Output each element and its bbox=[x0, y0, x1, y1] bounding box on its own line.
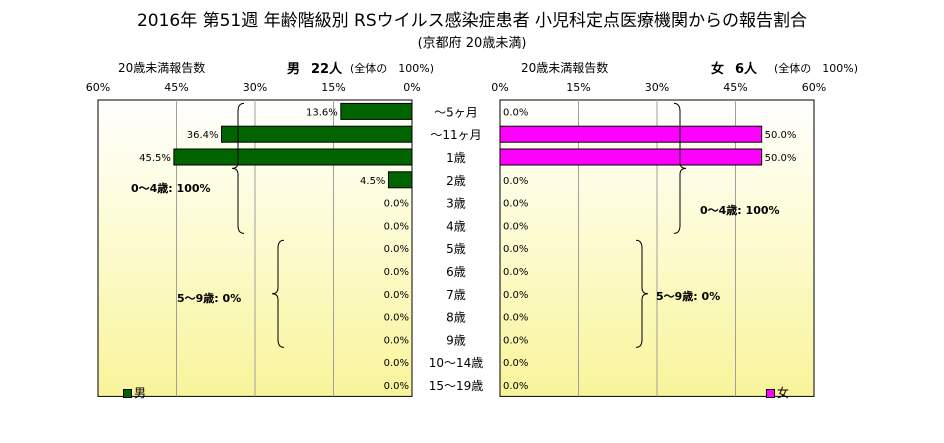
age-category-label: 5歳 bbox=[446, 242, 466, 256]
legend-female-label: 女 bbox=[777, 386, 790, 400]
legend-female: 女 bbox=[766, 384, 789, 401]
female-bar bbox=[499, 125, 763, 143]
male-data-label: 36.4% bbox=[187, 130, 219, 141]
male-data-label: 0.0% bbox=[384, 358, 409, 369]
female-data-label: 0.0% bbox=[503, 199, 528, 210]
right-header-caption: 20歳未満報告数 bbox=[521, 61, 609, 75]
right-brace-5-9 bbox=[635, 239, 649, 348]
female-data-label: 0.0% bbox=[503, 176, 528, 187]
age-category-label: ～11ヶ月 bbox=[430, 128, 481, 142]
right-header-count: 6人 bbox=[735, 62, 758, 77]
left-brace-5-9 bbox=[271, 239, 285, 348]
age-category-label: 9歳 bbox=[446, 333, 466, 347]
right-annotation-5-9: 5～9歳: 0% bbox=[656, 289, 720, 303]
male-data-label: 0.0% bbox=[384, 267, 409, 278]
legend-male-label: 男 bbox=[134, 386, 147, 400]
female-data-label: 50.0% bbox=[765, 130, 797, 141]
female-bar bbox=[499, 148, 763, 166]
right-annotation-0-4: 0～4歳: 100% bbox=[700, 203, 780, 217]
male-data-label: 4.5% bbox=[360, 176, 385, 187]
female-data-label: 0.0% bbox=[503, 358, 528, 369]
right-tick-label: 0% bbox=[491, 81, 508, 94]
left-annotation-0-4: 0～4歳: 100% bbox=[131, 181, 211, 195]
male-data-label: 0.0% bbox=[384, 313, 409, 324]
age-category-label: 6歳 bbox=[446, 265, 466, 279]
female-data-label: 0.0% bbox=[503, 107, 528, 118]
chart-title: 2016年 第51週 年齢階級別 RSウイルス感染症患者 小児科定点医療機関から… bbox=[136, 11, 808, 31]
female-data-label: 0.0% bbox=[503, 381, 528, 392]
left-tick-label: 45% bbox=[164, 81, 188, 94]
female-data-label: 0.0% bbox=[503, 221, 528, 232]
right-tick-label: 30% bbox=[645, 81, 669, 94]
left-annotation-5-9: 5～9歳: 0% bbox=[177, 291, 241, 305]
left-header-note: (全体の 100%) bbox=[350, 62, 435, 75]
male-bar bbox=[387, 171, 413, 189]
male-data-label: 0.0% bbox=[384, 290, 409, 301]
male-data-label: 0.0% bbox=[384, 381, 409, 392]
age-category-label: 3歳 bbox=[446, 197, 466, 211]
left-tick-label: 0% bbox=[403, 81, 420, 94]
age-category-label: ～5ヶ月 bbox=[434, 105, 478, 119]
left-header-caption: 20歳未満報告数 bbox=[118, 61, 206, 75]
male-data-label: 45.5% bbox=[139, 153, 171, 164]
legend-male-swatch bbox=[123, 389, 132, 398]
male-data-label: 13.6% bbox=[306, 107, 338, 118]
age-category-label: 7歳 bbox=[446, 288, 466, 302]
right-brace-0-4 bbox=[673, 102, 687, 234]
left-tick-label: 60% bbox=[86, 81, 110, 94]
right-tick-label: 15% bbox=[566, 81, 590, 94]
male-bar bbox=[340, 102, 413, 120]
male-bar bbox=[173, 148, 413, 166]
left-tick-label: 30% bbox=[243, 81, 267, 94]
age-category-label: 15～19歳 bbox=[429, 379, 484, 393]
male-bar bbox=[221, 125, 413, 143]
left-brace-0-4 bbox=[231, 102, 245, 234]
age-category-label: 2歳 bbox=[446, 174, 466, 188]
age-category-label: 10～14歳 bbox=[429, 356, 484, 370]
male-data-label: 0.0% bbox=[384, 199, 409, 210]
female-data-label: 0.0% bbox=[503, 244, 528, 255]
legend-female-swatch bbox=[766, 389, 775, 398]
female-data-label: 0.0% bbox=[503, 290, 528, 301]
chart-subtitle: (京都府 20歳未満) bbox=[417, 36, 527, 51]
right-tick-label: 45% bbox=[723, 81, 747, 94]
male-data-label: 0.0% bbox=[384, 221, 409, 232]
female-data-label: 0.0% bbox=[503, 335, 528, 346]
female-data-label: 0.0% bbox=[503, 313, 528, 324]
left-tick-label: 15% bbox=[321, 81, 345, 94]
right-tick-label: 60% bbox=[802, 81, 826, 94]
male-data-label: 0.0% bbox=[384, 244, 409, 255]
male-data-label: 0.0% bbox=[384, 335, 409, 346]
left-header-sex: 男 bbox=[287, 62, 301, 77]
left-header-count: 22人 bbox=[311, 62, 343, 77]
age-category-label: 8歳 bbox=[446, 311, 466, 325]
age-category-label: 4歳 bbox=[446, 219, 466, 233]
right-header-sex: 女 bbox=[711, 62, 725, 77]
female-data-label: 50.0% bbox=[765, 153, 797, 164]
right-header-note: (全体の 100%) bbox=[774, 62, 859, 75]
age-category-label: 1歳 bbox=[446, 151, 466, 165]
legend-male: 男 bbox=[123, 384, 146, 401]
female-data-label: 0.0% bbox=[503, 267, 528, 278]
